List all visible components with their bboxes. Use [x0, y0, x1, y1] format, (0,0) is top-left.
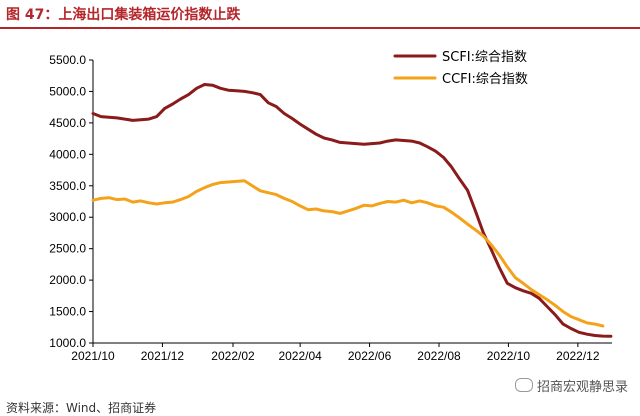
y-tick-label: 3000.0 — [49, 210, 86, 224]
source-note: 资料来源：Wind、招商证券 — [6, 401, 157, 415]
y-tick-label: 2000.0 — [49, 273, 86, 287]
legend-label: CCFI:综合指数 — [442, 72, 528, 87]
x-tick-labels: 2021/10 2021/12 2022/02 2022/04 2022/06 2022/… — [71, 349, 600, 363]
y-tick-label: 5000.0 — [49, 84, 86, 98]
y-tick-label: 1500.0 — [49, 305, 86, 319]
x-tick-label: 2022/04 — [278, 349, 322, 363]
page-title: 图 47：上海出口集装箱运价指数止跌 — [6, 7, 241, 23]
x-tick-label: 2022/12 — [556, 349, 600, 363]
y-tick-label: 4000.0 — [49, 147, 86, 161]
y-tick-label: 4500.0 — [49, 116, 86, 130]
chart-legend: SCFI:综合指数 CCFI:综合指数 — [393, 50, 528, 87]
x-tick-label: 2022/06 — [348, 349, 392, 363]
x-tick-label: 2021/12 — [141, 349, 185, 363]
series-line-scfi — [91, 83, 613, 338]
y-tick-label: 5500.0 — [49, 53, 86, 67]
title-rule — [0, 27, 640, 29]
x-tick-label: 2022/10 — [487, 349, 531, 363]
y-tick-label: 1000.0 — [49, 336, 86, 350]
legend-label: SCFI:综合指数 — [442, 50, 527, 65]
y-tick-label: 3500.0 — [49, 179, 86, 193]
x-tick-label: 2021/10 — [71, 349, 115, 363]
x-tick-label: 2022/02 — [211, 349, 255, 363]
watermark: 招商宏观静思录 — [514, 376, 628, 395]
y-tick-labels: 1000.0 1500.0 2000.0 2500.0 3000.0 3500.0 4000… — [49, 53, 86, 350]
series-line-ccfi — [91, 179, 605, 328]
x-tick-label: 2022/08 — [417, 349, 461, 363]
y-tick-label: 2500.0 — [49, 242, 86, 256]
series-lines — [91, 83, 613, 338]
wechat-icon — [514, 378, 533, 392]
watermark-text: 招商宏观静思录 — [536, 380, 628, 395]
